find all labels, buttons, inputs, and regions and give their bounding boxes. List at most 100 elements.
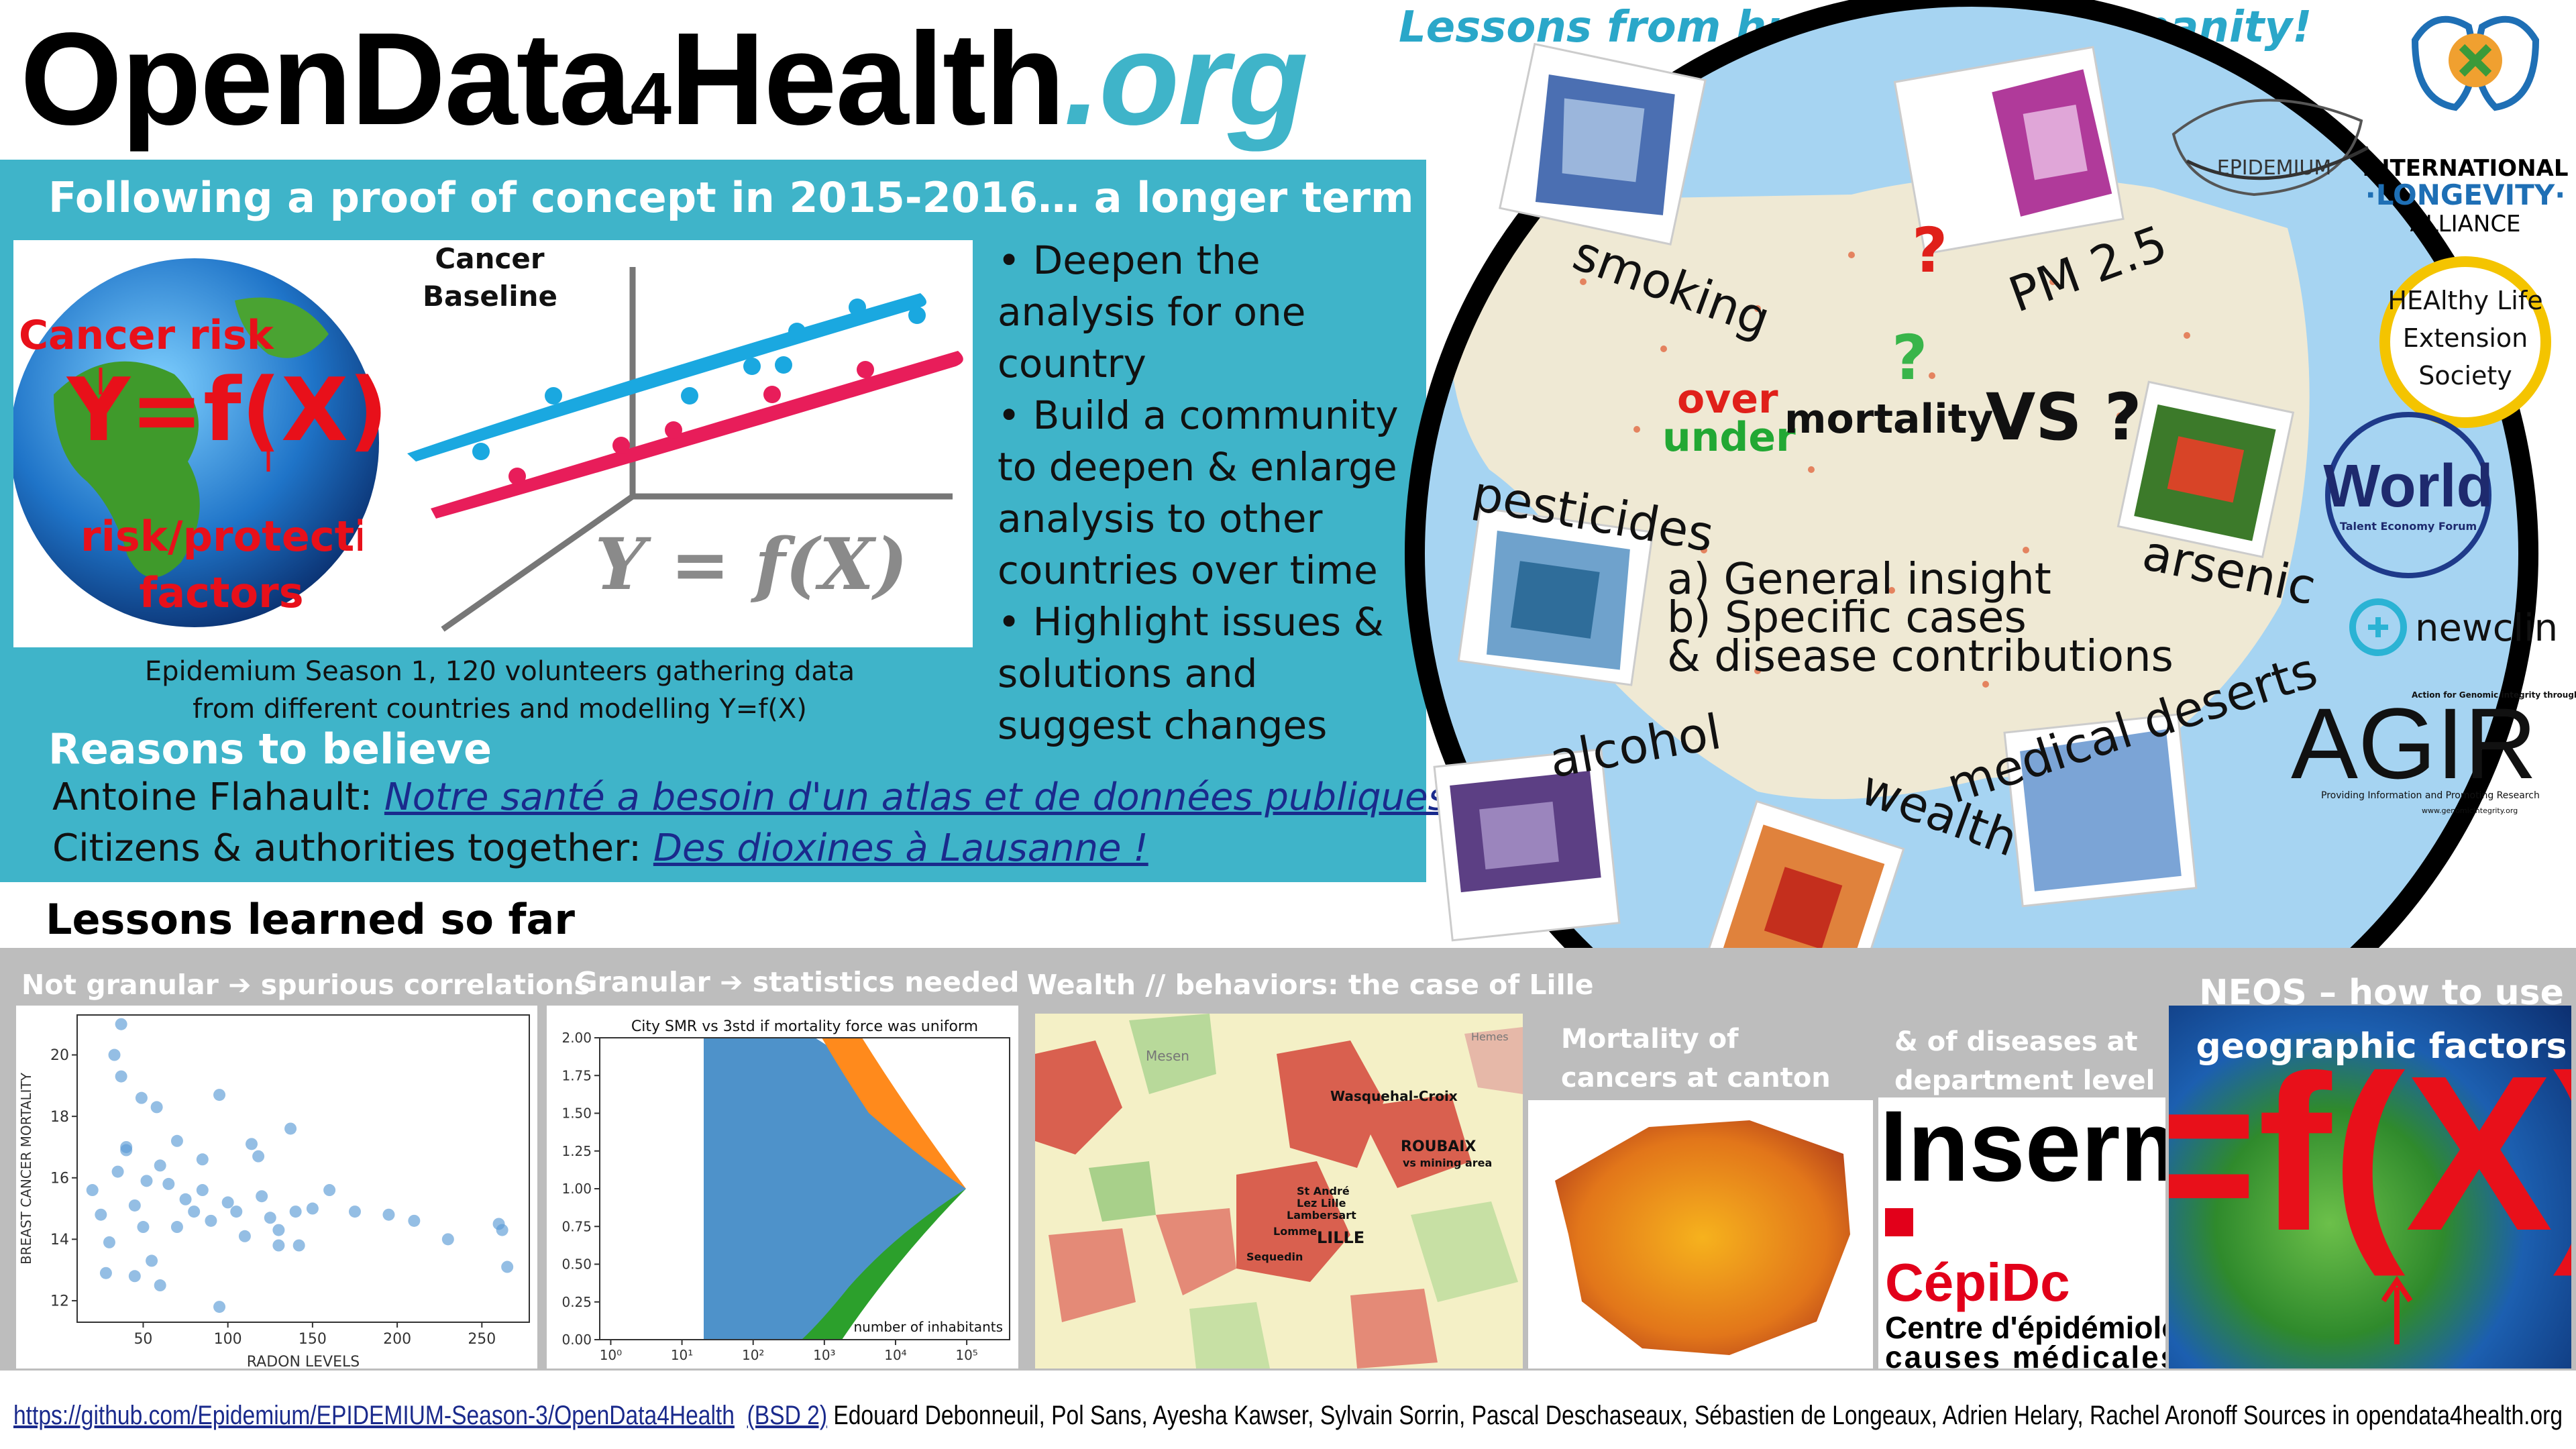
under-label: under [1662,414,1796,461]
x-tick-label: 10³ [813,1347,835,1363]
point [284,1122,297,1135]
epidemium-name: EPIDEMIUM [2217,156,2332,180]
point [162,1177,175,1190]
project-panel: Following a proof of concept in 2015-201… [0,160,1594,882]
factors-box: risk/protection factors [80,512,362,617]
place-label: vs mining area [1403,1157,1492,1169]
lessons-heading: Lessons learned so far [46,895,575,944]
over-label: over [1677,376,1778,423]
continent [235,297,329,358]
agir-bottom: Providing Information and Promoting Rese… [2321,790,2540,801]
baseline-label: Cancer Baseline [423,242,557,313]
panel-title: NEOS – how to use geographic factors [2196,973,2567,1067]
panel-title: Wealth // behaviors: the case of Lille [1027,969,1594,1001]
point [272,1239,285,1252]
unknown-mark: ? [1892,322,1927,394]
repo-link[interactable]: https://github.com/Epidemium/EPIDEMIUM-S… [13,1401,735,1430]
red-square [1885,1208,1913,1236]
place-label: Mesen [1146,1048,1189,1064]
newclin-name: newclin [2415,606,2558,650]
reason-link[interactable]: Des dioxines à Lausanne ! [653,826,1148,870]
reason: Citizens & authorities together: Des dio… [52,826,1148,870]
neos-equation: =f(X) [2169,1029,2571,1277]
dots-red [508,361,874,485]
equation: Y=f(X) [66,359,388,461]
point [154,1159,166,1172]
place-label: Hemes [1471,1030,1509,1043]
y-tick-label: 12 [50,1293,69,1310]
reason: Antoine Flahault: Notre santé a besoin d… [52,775,1448,819]
place-label: St André [1297,1185,1350,1197]
point [501,1260,514,1273]
thumb-wealth [1703,800,1905,948]
land [1450,176,2310,800]
cloud-orange [822,1038,966,1189]
plot-frame [76,1014,530,1323]
point [128,1199,141,1212]
newclin-logo: newclin [2349,598,2558,656]
y-tick-label: 1.00 [561,1181,592,1197]
point [272,1224,285,1236]
bullet: • Build a community to deepen & enlarge … [998,392,1399,593]
agir-name: AGIR [2291,687,2537,800]
thumb-pm25 [1893,46,2125,256]
continent [54,361,200,578]
france-shape [1555,1120,1850,1355]
thumb-deserts [2003,713,2198,908]
caption: Epidemium Season 1, 120 volunteers gathe… [144,656,855,724]
inserm-logo: Inserm CépiDc Centre d'épidémiolo causes… [1878,1097,2165,1368]
point [230,1205,243,1218]
cepidc-line: causes médicales [1885,1340,2165,1368]
heales-logo: HEAlthy Life Extension Society [2379,256,2551,428]
thumb-alcohol [1433,748,1621,942]
city-dots [1580,252,2224,688]
thumb-pesticides [1457,506,1654,686]
point [238,1230,251,1242]
x-tick-label: 200 [383,1331,411,1348]
reason-source: Antoine Flahault: [52,775,373,819]
x-tick-label: 10⁴ [884,1347,906,1363]
partners: EPIDEMIUM INTERNATIONAL ·LONGEVITY· ALLI… [2171,15,2576,815]
reason-link[interactable]: Notre santé a besoin d'un atlas et de do… [384,775,1448,819]
y-tick-label: 18 [50,1109,69,1126]
smr-chart: 0.00 0.25 0.50 0.75 1.00 1.25 1.50 1.75 2.00 10⁰ 1… [547,1006,1018,1368]
thumb-arsenic [2116,380,2295,559]
model-label: Y = f(X) [595,522,908,606]
point [120,1140,133,1153]
license-link[interactable]: (BSD 2) [747,1401,828,1430]
radon-chart: 12 14 16 18 20 50 100 150 200 250 RADON LEVELS BREA… [16,1006,537,1368]
cloud-green [802,1189,966,1340]
x-tick-label: 250 [468,1331,496,1348]
point [213,1089,226,1102]
point [140,1175,153,1187]
point-clouds [704,1038,966,1340]
x-tick-label: 150 [299,1331,327,1348]
ila-text: INTERNATIONAL [2362,155,2568,182]
insight: a) General insight [1667,555,2051,604]
y-tick-label: 16 [50,1170,69,1187]
insight: & disease contributions [1667,632,2174,682]
heales-text: HEAlthy Life Extension Society [2387,286,2543,390]
versus-label: VS ? [1986,380,2142,455]
point [348,1205,361,1218]
map [1450,176,2310,800]
point [179,1193,192,1205]
point [196,1184,209,1197]
place-label: LILLE [1317,1228,1364,1247]
panel-title: & of diseases at department level [1894,1026,2155,1096]
band-red [431,351,963,519]
dots-blue [472,299,926,460]
y-axis-label: BREAST CANCER MORTALITY [18,1072,34,1265]
y-tick-label: 0.25 [561,1294,592,1310]
place-label: Lomme [1273,1225,1318,1238]
y-tick-label: 0.75 [561,1218,592,1234]
point [128,1270,141,1283]
risk-label: Cancer risk [19,312,275,359]
bullet: • Deepen the analysis for one country [998,237,1306,386]
agir-logo: Action for Genomic integrity through Res… [2291,687,2576,815]
point [252,1150,265,1163]
baseline-box: Cancer Baseline [423,242,557,313]
point [496,1224,508,1236]
place-label: Lambersart [1287,1209,1356,1222]
point [323,1184,336,1197]
